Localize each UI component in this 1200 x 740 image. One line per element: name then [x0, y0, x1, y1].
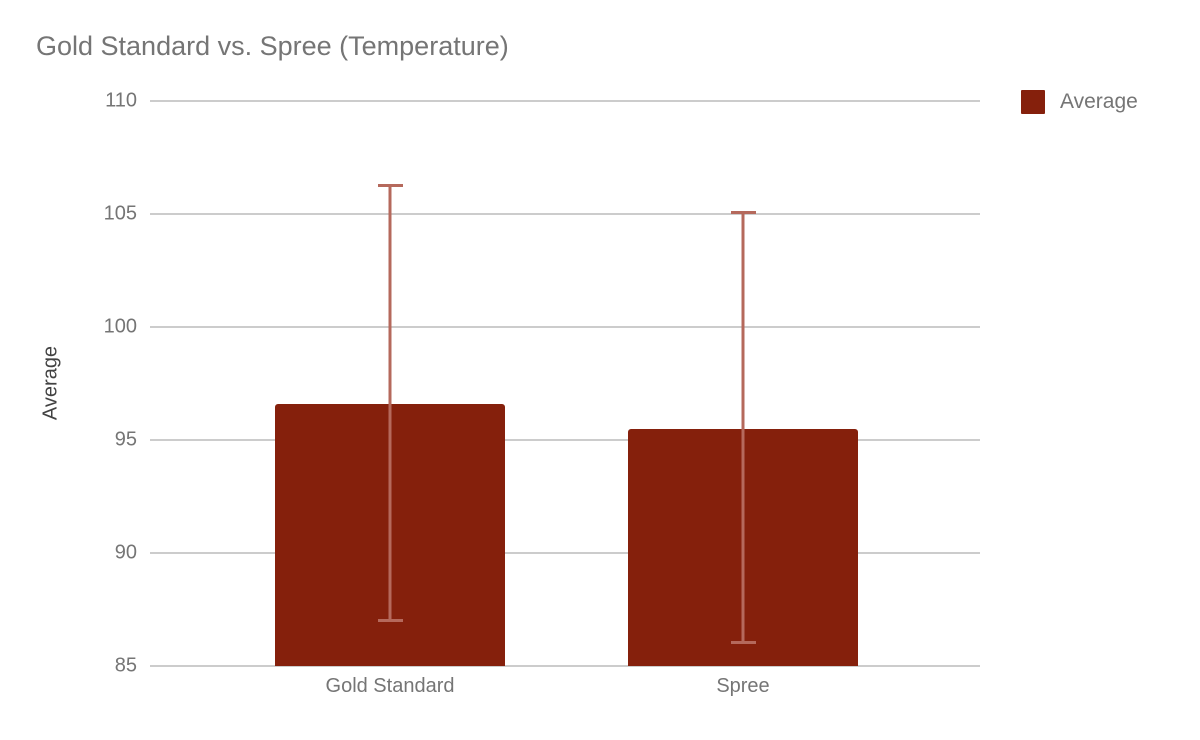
gridline — [150, 100, 980, 102]
gridline — [150, 665, 980, 667]
plot-area — [150, 100, 980, 667]
y-tick-label: 95 — [114, 428, 137, 451]
chart-title: Gold Standard vs. Spree (Temperature) — [36, 31, 509, 61]
y-tick-label: 85 — [114, 654, 137, 677]
y-tick-label: 90 — [114, 541, 137, 564]
y-tick-label: 105 — [103, 202, 137, 225]
y-tick-label: 100 — [103, 315, 137, 338]
error-cap-top — [730, 210, 756, 214]
x-axis-label-spree: Spree — [716, 675, 770, 697]
error-whisker — [741, 211, 745, 644]
error-cap-top — [377, 183, 403, 187]
x-axis-labels: Gold Standard Spree — [150, 675, 980, 705]
gridline — [150, 552, 980, 554]
y-axis-tick-labels: 110 105 100 95 90 85 — [0, 90, 137, 677]
x-axis-label-gold-standard: Gold Standard — [325, 675, 455, 697]
gridline — [150, 213, 980, 215]
legend: Average — [1021, 90, 1138, 114]
error-bar-spree — [730, 210, 756, 645]
legend-swatch-average — [1021, 90, 1045, 114]
error-cap-bottom — [730, 641, 756, 645]
legend-label-average: Average — [1060, 90, 1138, 113]
gridline — [150, 439, 980, 441]
error-cap-bottom — [377, 618, 403, 622]
y-tick-label: 110 — [105, 89, 137, 112]
error-bar-gold-standard — [377, 183, 403, 622]
error-whisker — [388, 184, 392, 621]
gridline — [150, 326, 980, 328]
